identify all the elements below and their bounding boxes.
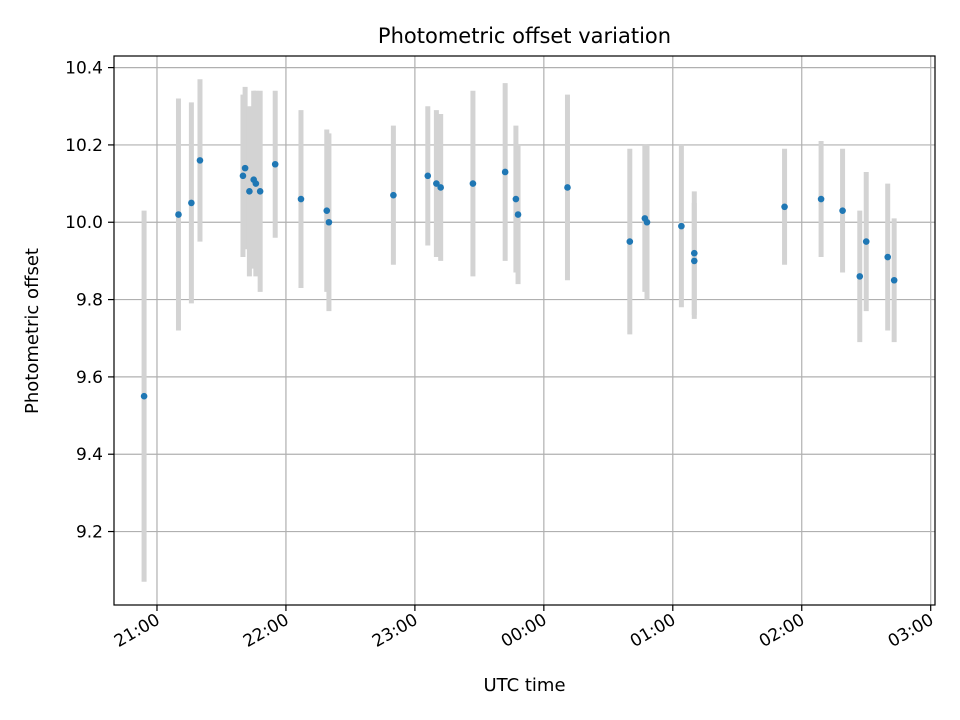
data-point <box>175 211 182 218</box>
data-point <box>325 218 333 226</box>
data-point <box>246 188 253 195</box>
data-point <box>884 253 892 261</box>
data-point <box>256 188 264 195</box>
grid <box>114 56 935 605</box>
y-tick-label: 9.6 <box>76 368 103 388</box>
data-point <box>188 199 195 207</box>
data-point <box>643 218 651 226</box>
data-point <box>690 257 698 265</box>
data-point <box>678 222 685 230</box>
data-point <box>781 203 788 211</box>
data-point <box>626 238 634 245</box>
y-axis-ticks: 9.2 9.4 9.6 9.8 10.0 10.2 10.4 <box>65 59 114 543</box>
data-point <box>140 392 148 400</box>
data-point <box>241 164 249 172</box>
data-point <box>390 191 397 199</box>
chart-title: Photometric offset variation <box>378 24 671 48</box>
data-points <box>140 157 898 400</box>
data-point <box>271 160 279 168</box>
y-tick-label: 9.2 <box>76 523 103 543</box>
data-point <box>817 195 825 203</box>
data-point <box>839 207 846 214</box>
y-tick-label: 9.8 <box>76 291 103 311</box>
data-point <box>564 184 571 191</box>
data-point <box>297 195 305 203</box>
data-point <box>239 172 247 180</box>
data-point <box>437 184 444 191</box>
x-axis-label: UTC time <box>483 675 565 696</box>
data-point <box>433 180 440 187</box>
data-point <box>512 195 520 203</box>
y-axis-label: Photometric offset <box>22 248 43 414</box>
plot-frame <box>113 55 936 606</box>
data-point <box>856 273 864 280</box>
data-point <box>890 276 898 284</box>
data-point <box>469 180 477 187</box>
data-point <box>501 168 509 176</box>
data-point <box>196 157 204 164</box>
y-tick-label: 10.4 <box>65 59 103 79</box>
data-point <box>862 238 870 245</box>
data-point <box>323 207 331 214</box>
y-tick-label: 9.4 <box>76 445 103 465</box>
y-tick-label: 10.0 <box>65 213 103 233</box>
data-point <box>252 180 260 187</box>
y-tick-label: 10.2 <box>65 136 103 156</box>
data-point <box>690 249 698 257</box>
data-point <box>424 172 432 180</box>
data-point <box>514 211 522 218</box>
